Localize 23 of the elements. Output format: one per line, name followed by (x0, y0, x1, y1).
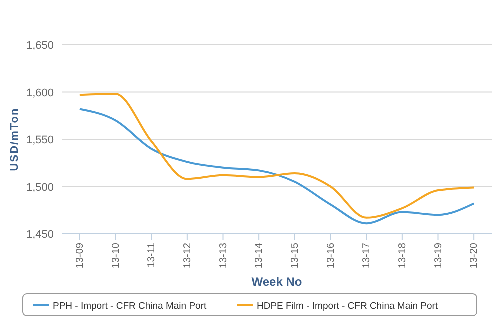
x-tick-label: 13-19 (433, 242, 444, 269)
x-tick-label: 13-12 (182, 242, 194, 269)
x-tick-label: 13-09 (74, 242, 86, 269)
x-tick-label: 13-17 (362, 242, 373, 269)
x-tick-label: 13-20 (469, 242, 480, 269)
x-tick-label: 13-11 (146, 242, 158, 268)
y-tick-label: 1,600 (26, 87, 54, 100)
y-tick-label: 1,650 (26, 40, 54, 52)
x-tick-label: 13-18 (397, 242, 408, 269)
line-series (78, 93, 476, 219)
x-tick-label: 13-13 (218, 242, 230, 269)
legend-label: PPH - Import - CFR China Main Port (53, 301, 207, 312)
y-tick-label: 1,450 (26, 229, 54, 241)
legend-label: HDPE Film - Import - CFR China Main Port (257, 301, 438, 312)
x-axis-title: Week No (252, 275, 302, 289)
x-tick-label: 13-15 (290, 242, 301, 269)
x-tick-label: 13-16 (326, 242, 337, 269)
y-tick-label: 1,500 (26, 182, 54, 194)
line-series (78, 108, 476, 225)
y-axis-title: USD/mTon (9, 108, 21, 172)
y-tick-label: 1,550 (26, 134, 54, 146)
x-tick-label: 13-10 (110, 242, 122, 269)
x-tick-label: 13-14 (254, 242, 266, 269)
